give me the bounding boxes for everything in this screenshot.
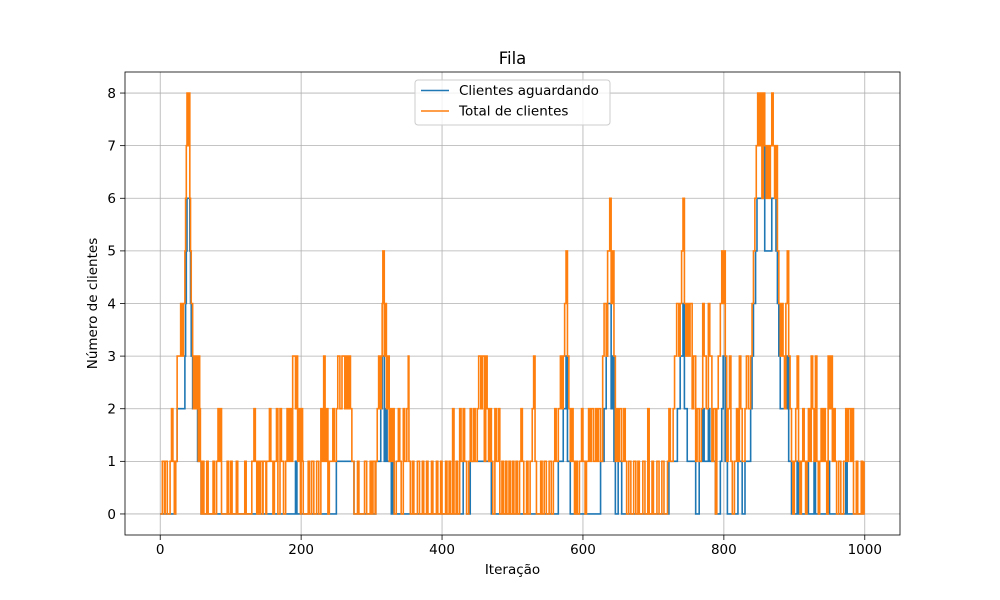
y-tick-label: 1 — [107, 454, 116, 470]
y-tick-label: 8 — [107, 86, 116, 102]
y-tick-label: 5 — [107, 244, 116, 260]
x-tick-label: 1000 — [848, 542, 882, 558]
y-axis-label: Número de clientes — [85, 238, 101, 370]
x-tick-label: 400 — [429, 542, 455, 558]
y-axis-ticks: 0 1 2 3 4 5 6 7 8 — [107, 86, 125, 523]
legend: Clientes aguardando Total de clientes — [414, 79, 611, 126]
chart-title: Fila — [499, 49, 527, 68]
y-tick-label: 6 — [107, 191, 116, 207]
legend-label-total-de-clientes: Total de clientes — [458, 104, 568, 120]
y-tick-label: 3 — [107, 349, 116, 365]
y-tick-label: 4 — [107, 296, 116, 312]
x-tick-label: 0 — [156, 542, 165, 558]
x-axis-ticks: 0 200 400 600 800 1000 — [156, 535, 882, 558]
series-line-total-de-clientes — [160, 92, 865, 515]
x-tick-label: 200 — [288, 542, 314, 558]
x-axis-label: Iteração — [485, 562, 540, 578]
series-group — [160, 92, 865, 515]
x-tick-label: 800 — [711, 542, 737, 558]
y-tick-label: 2 — [107, 402, 116, 418]
x-tick-label: 600 — [570, 542, 596, 558]
legend-label-clientes-aguardando: Clientes aguardando — [459, 83, 599, 99]
y-tick-label: 7 — [107, 138, 116, 154]
legend-box — [414, 79, 611, 126]
y-tick-label: 0 — [107, 507, 116, 523]
